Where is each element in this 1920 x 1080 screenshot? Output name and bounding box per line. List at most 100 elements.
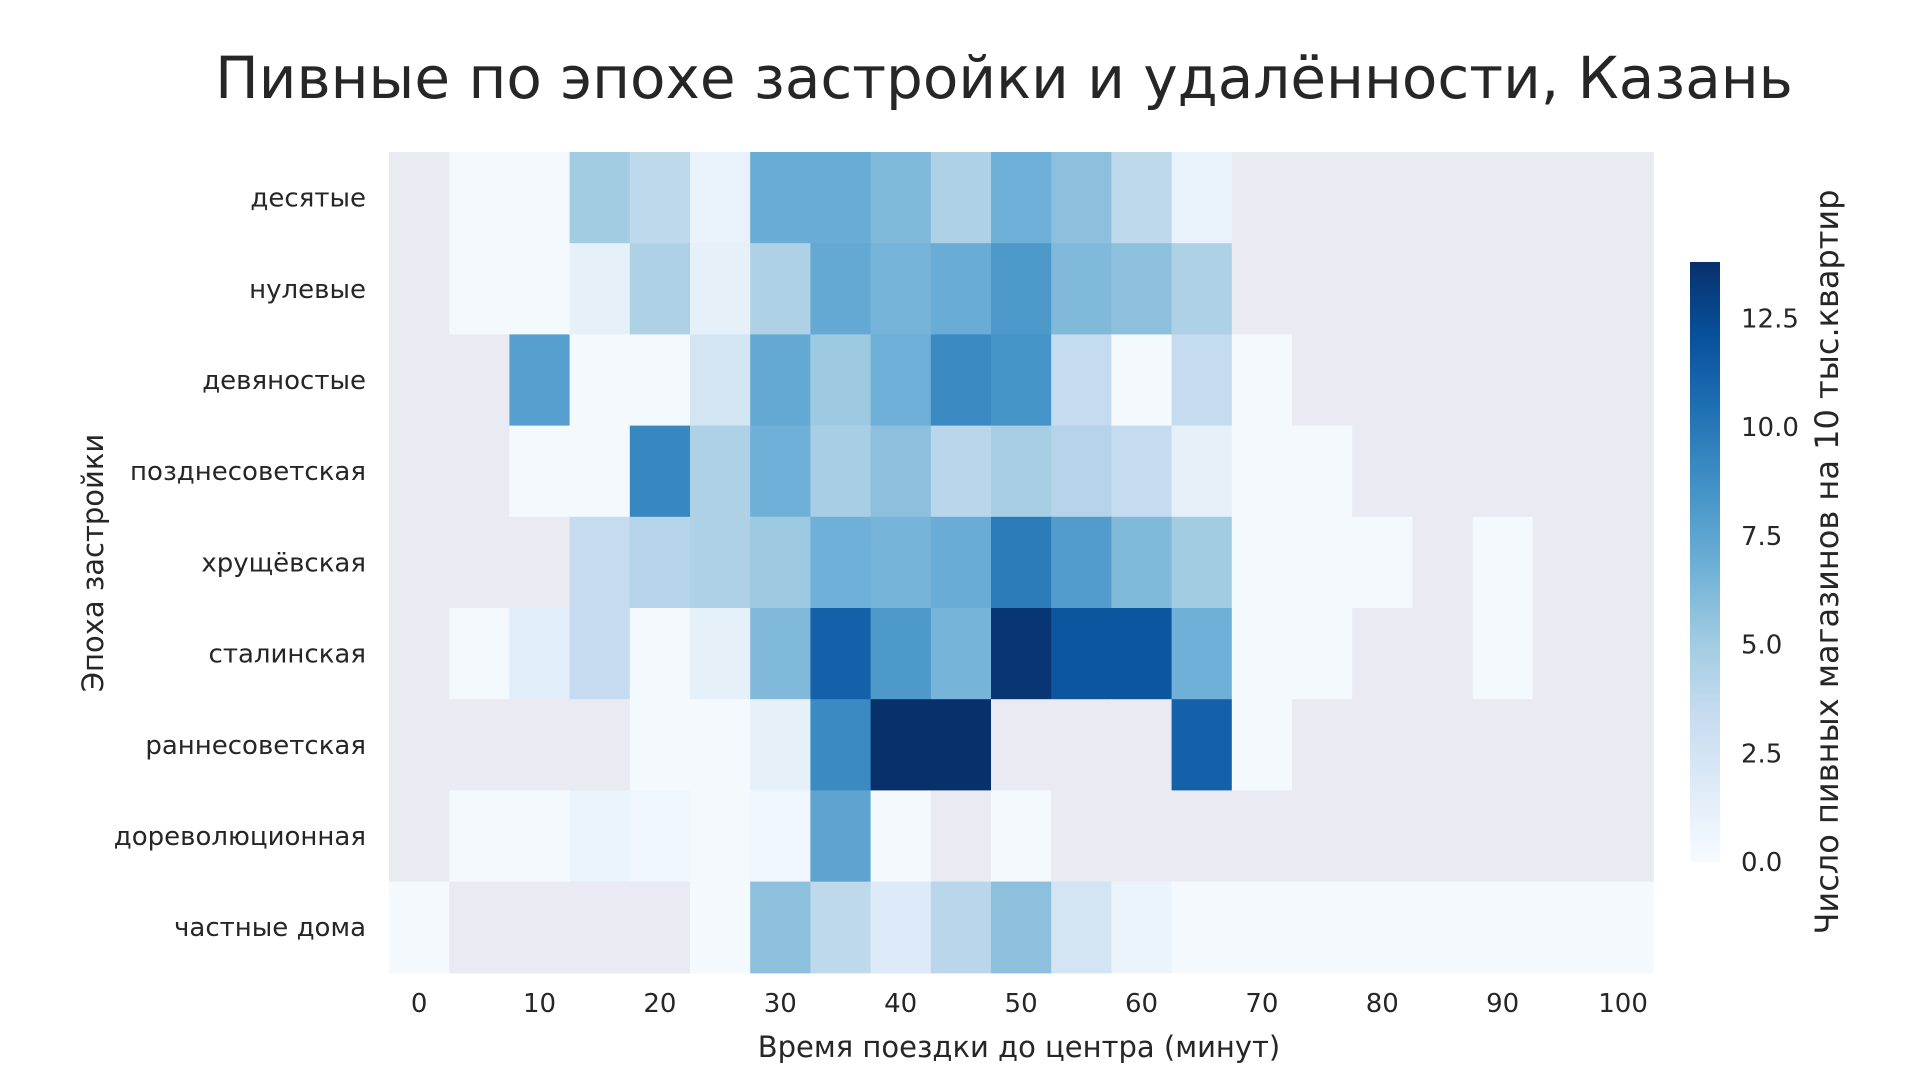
heatmap-cell <box>1532 243 1594 335</box>
heatmap-cell <box>389 881 450 974</box>
x-tick-label: 30 <box>764 989 797 1019</box>
heatmap-cell <box>569 790 631 883</box>
heatmap-cell <box>449 881 510 974</box>
heatmap-cell <box>1051 334 1112 427</box>
heatmap-cell <box>1472 334 1534 427</box>
heatmap-cell <box>1051 881 1112 974</box>
heatmap-cell <box>1412 881 1474 974</box>
heatmap-cell <box>1231 699 1293 791</box>
x-tick-label: 40 <box>884 989 917 1019</box>
x-tick-label: 0 <box>411 989 428 1019</box>
heatmap-cell <box>1412 608 1474 700</box>
heatmap-cell <box>1472 243 1534 335</box>
x-tick-label: 10 <box>523 989 556 1019</box>
heatmap-cell <box>690 334 751 427</box>
heatmap-cell <box>750 152 811 244</box>
heatmap-cell <box>1051 790 1112 883</box>
heatmap-cell <box>1231 516 1293 609</box>
y-tick-label: девяностые <box>202 366 366 396</box>
heatmap-cell <box>389 425 450 518</box>
heatmap-cell <box>509 516 571 609</box>
heatmap-cell <box>930 608 992 700</box>
x-tick-label: 90 <box>1486 989 1519 1019</box>
chart-title: Пивные по эпохе застройки и удалённости,… <box>215 44 1793 112</box>
heatmap-cell <box>629 790 691 883</box>
heatmap-cell <box>449 425 510 518</box>
heatmap-cell <box>810 243 872 335</box>
heatmap-cell <box>1532 699 1594 791</box>
heatmap-cell <box>1352 243 1413 335</box>
heatmap-cell <box>1292 881 1353 974</box>
heatmap-cell <box>1352 152 1413 244</box>
heatmap-cell <box>1472 881 1534 974</box>
heatmap-cell <box>750 243 811 335</box>
heatmap-cell <box>1111 152 1173 244</box>
heatmap-cell <box>1051 152 1112 244</box>
heatmap-cell <box>1472 790 1534 883</box>
heatmap-cell <box>1352 790 1413 883</box>
heatmap-cell <box>870 425 932 518</box>
y-tick-labels: десятые нулевые девяностые позднесоветская х… <box>114 184 366 944</box>
heatmap-cell <box>690 425 751 518</box>
heatmap-cell <box>1231 243 1293 335</box>
heatmap-cell <box>509 425 571 518</box>
y-tick-label: сталинская <box>209 640 366 670</box>
heatmap-cell <box>991 881 1052 974</box>
heatmap-cell <box>1111 516 1173 609</box>
heatmap-cell <box>569 516 631 609</box>
heatmap-cell <box>690 516 751 609</box>
heatmap-cell <box>1111 790 1173 883</box>
heatmap-cell <box>1111 699 1173 791</box>
heatmap-cell <box>569 608 631 700</box>
heatmap-cell <box>810 425 872 518</box>
heatmap-cell <box>1412 425 1474 518</box>
heatmap-cell <box>810 699 872 791</box>
heatmap-cell <box>930 790 992 883</box>
heatmap-cell <box>1472 425 1534 518</box>
heatmap-cell <box>991 516 1052 609</box>
colorbar-tick-label: 7.5 <box>1741 522 1782 552</box>
y-axis-label: Эпоха застройки <box>76 434 110 693</box>
heatmap-cell <box>1412 334 1474 427</box>
heatmap-cell <box>1231 790 1293 883</box>
heatmap-cell <box>750 516 811 609</box>
heatmap-cell <box>389 699 450 791</box>
heatmap-cell <box>1231 152 1293 244</box>
heatmap-cell <box>1412 699 1474 791</box>
heatmap-cell <box>1171 516 1233 609</box>
heatmap-cell <box>750 699 811 791</box>
heatmap-cell <box>991 699 1052 791</box>
heatmap-cell <box>1472 152 1534 244</box>
heatmap-cell <box>509 699 571 791</box>
x-tick-label: 60 <box>1125 989 1158 1019</box>
heatmap-cell <box>629 425 691 518</box>
heatmap-cell <box>930 881 992 974</box>
heatmap-cell <box>629 608 691 700</box>
heatmap-cell <box>569 881 631 974</box>
heatmap-cell <box>690 699 751 791</box>
heatmap-cell <box>870 608 932 700</box>
heatmap-cell <box>930 334 992 427</box>
heatmap-cell <box>1231 425 1293 518</box>
heatmap-cell <box>1472 608 1534 700</box>
heatmap-cell <box>1472 516 1534 609</box>
heatmap-cell <box>1171 699 1233 791</box>
heatmap-cell <box>991 334 1052 427</box>
heatmap-cell <box>1231 334 1293 427</box>
heatmap-cell <box>1352 516 1413 609</box>
heatmap-cell <box>1352 608 1413 700</box>
heatmap-cell <box>750 608 811 700</box>
heatmap-cell <box>930 425 992 518</box>
colorbar-tick-label: 12.5 <box>1741 305 1799 335</box>
heatmap-cell <box>629 243 691 335</box>
heatmap-cell <box>810 790 872 883</box>
heatmap-cell <box>1593 152 1654 244</box>
heatmap-cell <box>810 152 872 244</box>
heatmap-cell <box>1352 425 1413 518</box>
heatmap-cell <box>991 790 1052 883</box>
heatmap-cell <box>991 243 1052 335</box>
heatmap-cell <box>930 699 992 791</box>
heatmap-cell <box>1352 881 1413 974</box>
colorbar-tick-label: 10.0 <box>1741 413 1799 443</box>
